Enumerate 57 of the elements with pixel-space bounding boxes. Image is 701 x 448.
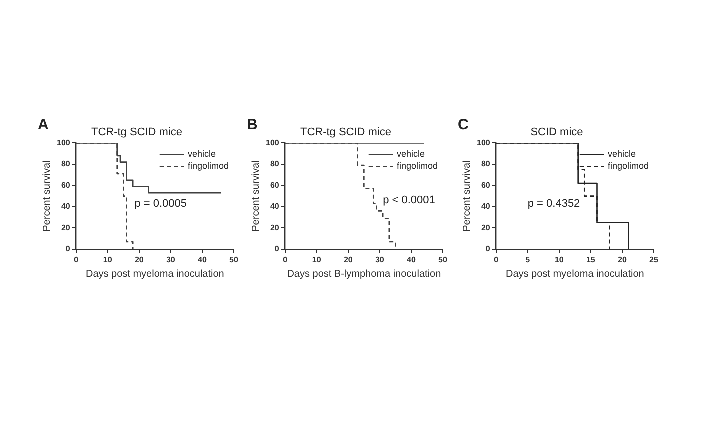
x-tick-label: 50 [438,255,448,264]
x-tick-label: 40 [198,255,208,264]
y-axis-title: Percent survival [462,160,473,232]
x-axis-title: Days post myeloma inoculation [506,268,644,280]
x-tick-label: 10 [103,255,113,264]
y-tick-label: 100 [476,138,491,148]
y-tick-label: 40 [61,202,71,212]
x-tick-label: 30 [166,255,176,264]
x-tick-label: 40 [407,255,416,264]
x-tick-label: 10 [312,255,322,264]
y-tick-label: 20 [270,223,280,232]
x-axis-title: Days post B-lymphoma inoculation [287,268,442,280]
y-tick-label: 0 [274,244,280,254]
y-axis-title: Percent survival [250,160,262,232]
legend-label: fingolimod [608,161,650,172]
x-tick-label: 20 [618,255,628,264]
y-tick-label: 0 [486,244,491,254]
x-tick-label: 25 [650,255,659,264]
x-tick-label: 20 [344,255,354,264]
x-tick-label: 30 [375,255,385,264]
y-tick-label: 100 [56,138,71,148]
text: C [458,116,469,134]
y-tick-label: 60 [270,180,280,190]
y-tick-label: 20 [61,223,71,232]
legend-label: vehicle [188,149,216,160]
y-tick-label: 80 [61,160,71,169]
chart-title: SCID mice [530,126,584,139]
y-tick-label: 40 [270,202,280,212]
x-tick-label: 5 [526,255,531,264]
x-tick-label: 0 [494,255,500,264]
legend-label: fingolimod [396,161,438,172]
text: A [38,116,49,134]
legend-label: fingolimod [188,161,230,172]
y-axis-title: Percent survival [42,160,53,232]
legend-label: vehicle [396,149,425,160]
y-tick-label: 60 [481,180,491,190]
x-tick-label: 10 [554,255,564,264]
chart-title: TCR-tg SCID mice [91,126,183,139]
annotation: p < 0.0001 [383,194,436,207]
annotation: p = 0.0005 [134,198,187,210]
legend-label: vehicle [608,149,636,160]
annotation: p = 0.4352 [528,198,580,210]
y-tick-label: 40 [481,202,491,212]
y-tick-label: 80 [481,160,491,169]
x-tick-label: 50 [230,255,239,264]
y-tick-label: 20 [481,223,491,232]
y-tick-label: 0 [66,244,71,254]
y-tick-label: 100 [266,138,280,148]
y-tick-label: 60 [61,180,71,190]
x-axis-title: Days post myeloma inoculation [86,268,224,280]
chart-title: TCR-tg SCID mice [300,126,392,139]
y-tick-label: 80 [270,160,280,169]
text: B [247,116,258,134]
x-tick-label: 0 [283,255,288,264]
x-tick-label: 20 [134,255,144,264]
x-tick-label: 15 [586,255,596,264]
x-tick-label: 0 [74,255,80,264]
